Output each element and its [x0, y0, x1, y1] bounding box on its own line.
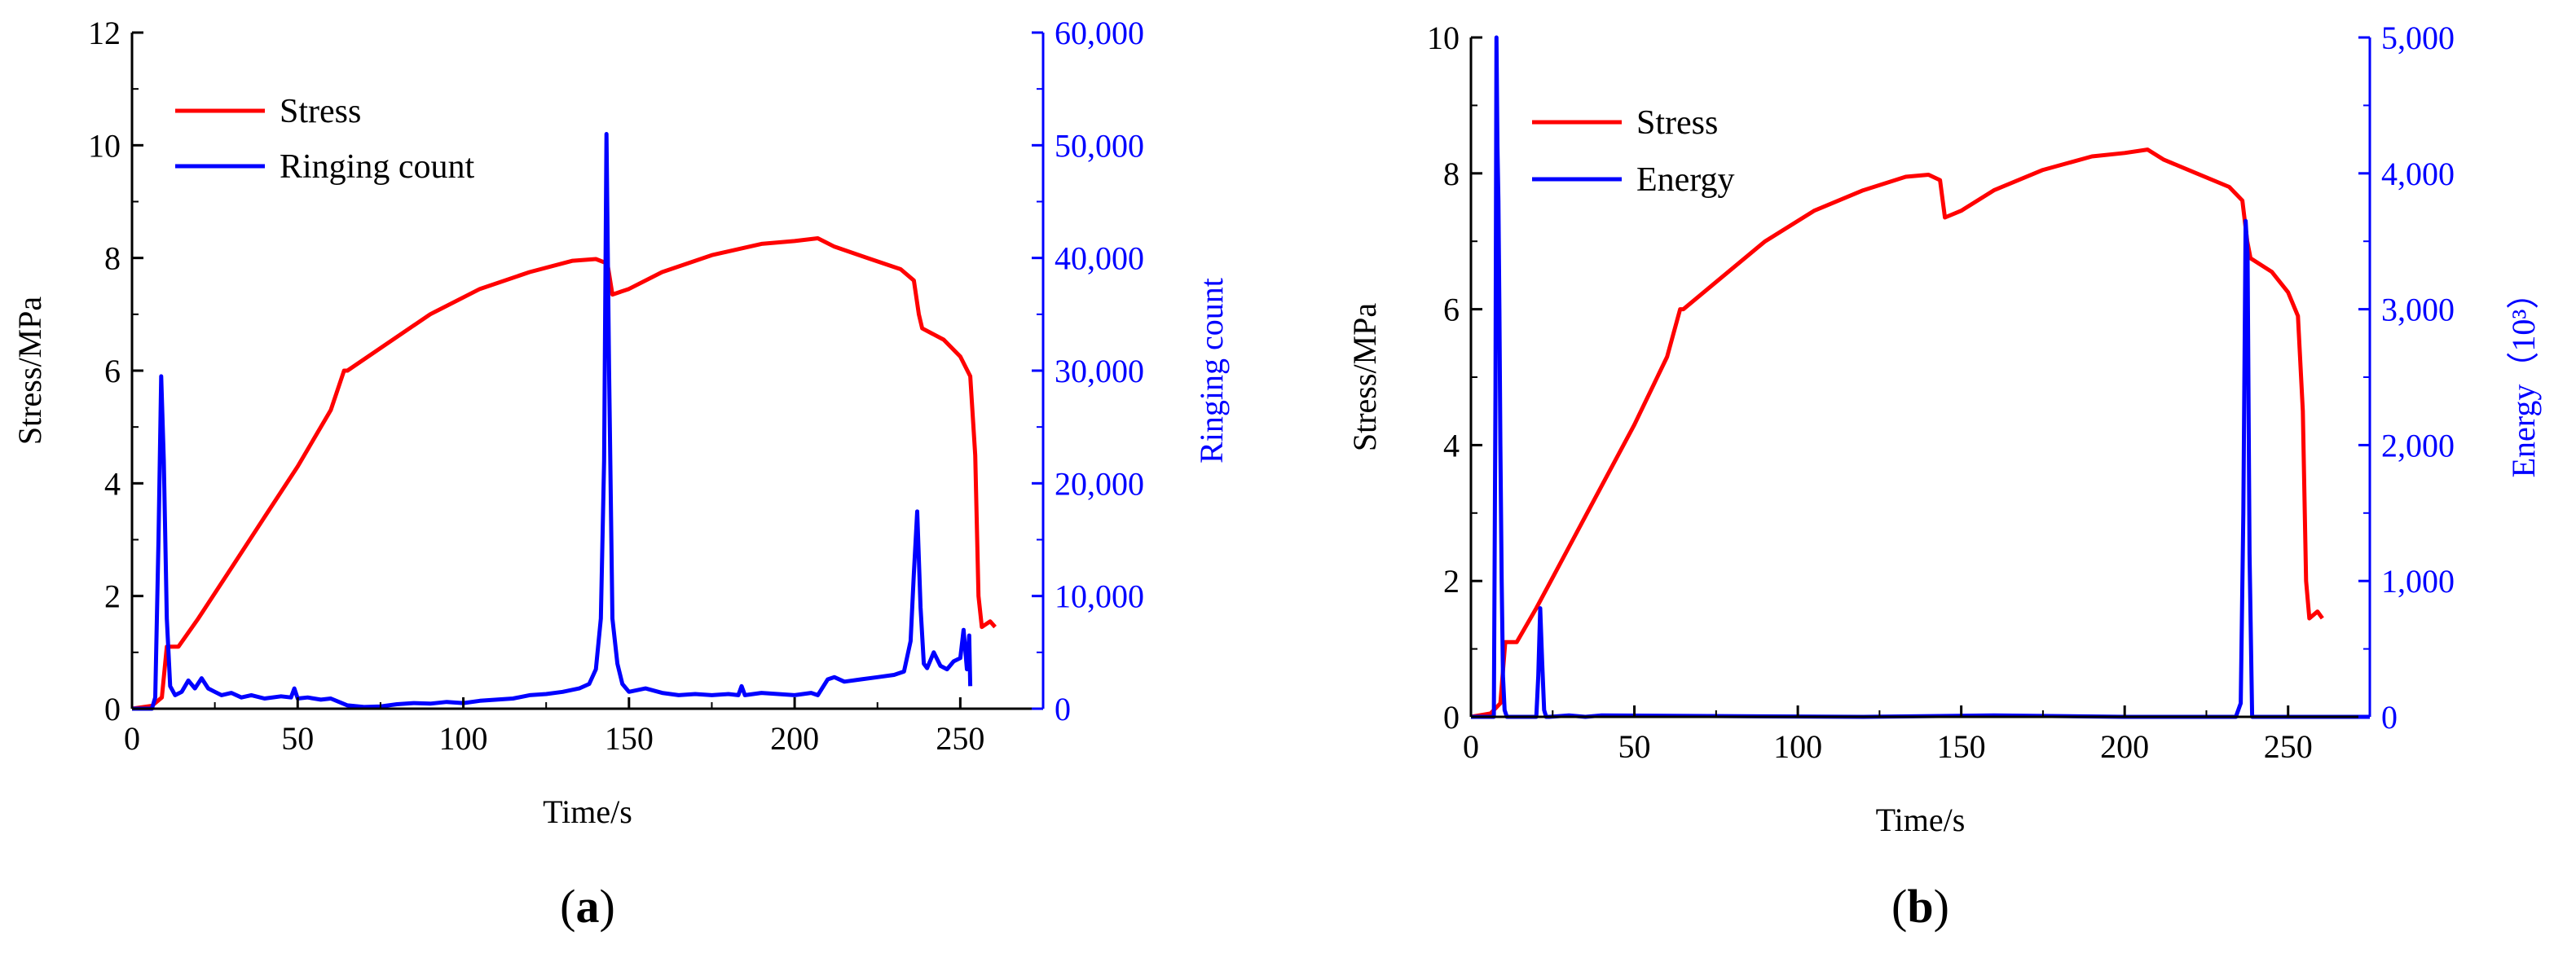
chart0-y-tick-label: 12: [88, 15, 121, 51]
chart1-y-tick-label: 10: [1427, 20, 1460, 56]
chart0-y-tick-label: 6: [104, 353, 121, 389]
chart0-y2-tick-label: 10,000: [1055, 578, 1144, 615]
chart0-x-tick-label: 200: [770, 720, 819, 757]
chart0-y-axis-label: Stress/MPa: [11, 297, 48, 445]
chart0-legend-label: Ringing count: [280, 148, 474, 186]
chart1-x-tick-label: 200: [2100, 728, 2149, 765]
chart0-y-tick-label: 10: [88, 127, 121, 164]
chart1-y-tick-label: 0: [1443, 699, 1460, 736]
chart1-x-tick-label: 250: [2264, 728, 2313, 765]
chart1-y2-tick-label: 0: [2381, 699, 2398, 736]
chart0-y2-tick-label: 30,000: [1055, 353, 1144, 389]
chart0-y2-tick-label: 40,000: [1055, 240, 1144, 277]
chart1-y-tick-label: 4: [1443, 427, 1460, 464]
chart1-y2-tick-label: 3,000: [2381, 292, 2455, 328]
chart0-y-tick-label: 0: [104, 691, 121, 727]
chart1-series-acoustic-line: [1471, 35, 2370, 719]
chart0-y2-tick-label: 20,000: [1055, 465, 1144, 502]
panel-a: 0 50 100 150 200 250 0 2 4 6 8 10 12 0 10,000 20,000 30,…: [11, 15, 1230, 933]
chart0-y2-tick-label: 60,000: [1055, 15, 1144, 51]
chart1-x-tick-label: 0: [1463, 728, 1479, 765]
chart1-y-tick-label: 2: [1443, 563, 1460, 600]
chart0-series-acoustic-line: [132, 132, 973, 711]
chart1-x-tick-label: 100: [1773, 728, 1822, 765]
chart1-y2-tick-label: 4,000: [2381, 156, 2455, 192]
panel-b: 0 50 100 150 200 250024681001,0002,0003,0004,…: [1346, 20, 2542, 933]
chart1-y-axis-label: Stress/MPa: [1346, 303, 1383, 451]
chart1-legend-label: Energy: [1636, 161, 1735, 199]
chart1-x-tick-label: 150: [1937, 728, 1986, 765]
chart1-x-tick-label: 50: [1618, 728, 1651, 765]
chart1-y-tick-label: 8: [1443, 156, 1460, 192]
chart0-x-tick-label: 100: [439, 720, 488, 757]
chart0-x-axis-label: Time/s: [543, 793, 632, 830]
chart0-y2-tick-label: 50,000: [1055, 127, 1144, 164]
chart1-y2-tick-label: 5,000: [2381, 20, 2455, 56]
chart0-legend-label: Stress: [280, 93, 361, 130]
chart1-y2-tick-label: 2,000: [2381, 427, 2455, 464]
chart1-y2-axis-label: Energy（10³）: [2505, 277, 2542, 478]
chart1-legend-label: Stress: [1636, 104, 1718, 142]
chart0-x-tick-label: 0: [124, 720, 140, 757]
chart1-x-axis-label: Time/s: [1876, 802, 1966, 838]
chart1-panel-label: (b): [1891, 880, 1949, 933]
chart0-series-stress-line: [131, 236, 997, 711]
chart1-y-tick-label: 6: [1443, 292, 1460, 328]
chart1-series-stress-line: [1470, 147, 2324, 719]
chart0-x-tick-label: 150: [605, 720, 654, 757]
chart0-panel-label: (a): [560, 880, 615, 933]
chart0-y-tick-label: 8: [104, 240, 121, 277]
chart0-y2-axis-label: Ringing count: [1193, 278, 1230, 464]
chart0-y2-tick-label: 0: [1055, 691, 1071, 727]
chart0-x-tick-label: 250: [936, 720, 984, 757]
chart0-x-tick-label: 50: [281, 720, 314, 757]
chart1-y2-tick-label: 1,000: [2381, 563, 2455, 600]
chart0-y-tick-label: 2: [104, 578, 121, 615]
chart0-y-tick-label: 4: [104, 465, 121, 502]
